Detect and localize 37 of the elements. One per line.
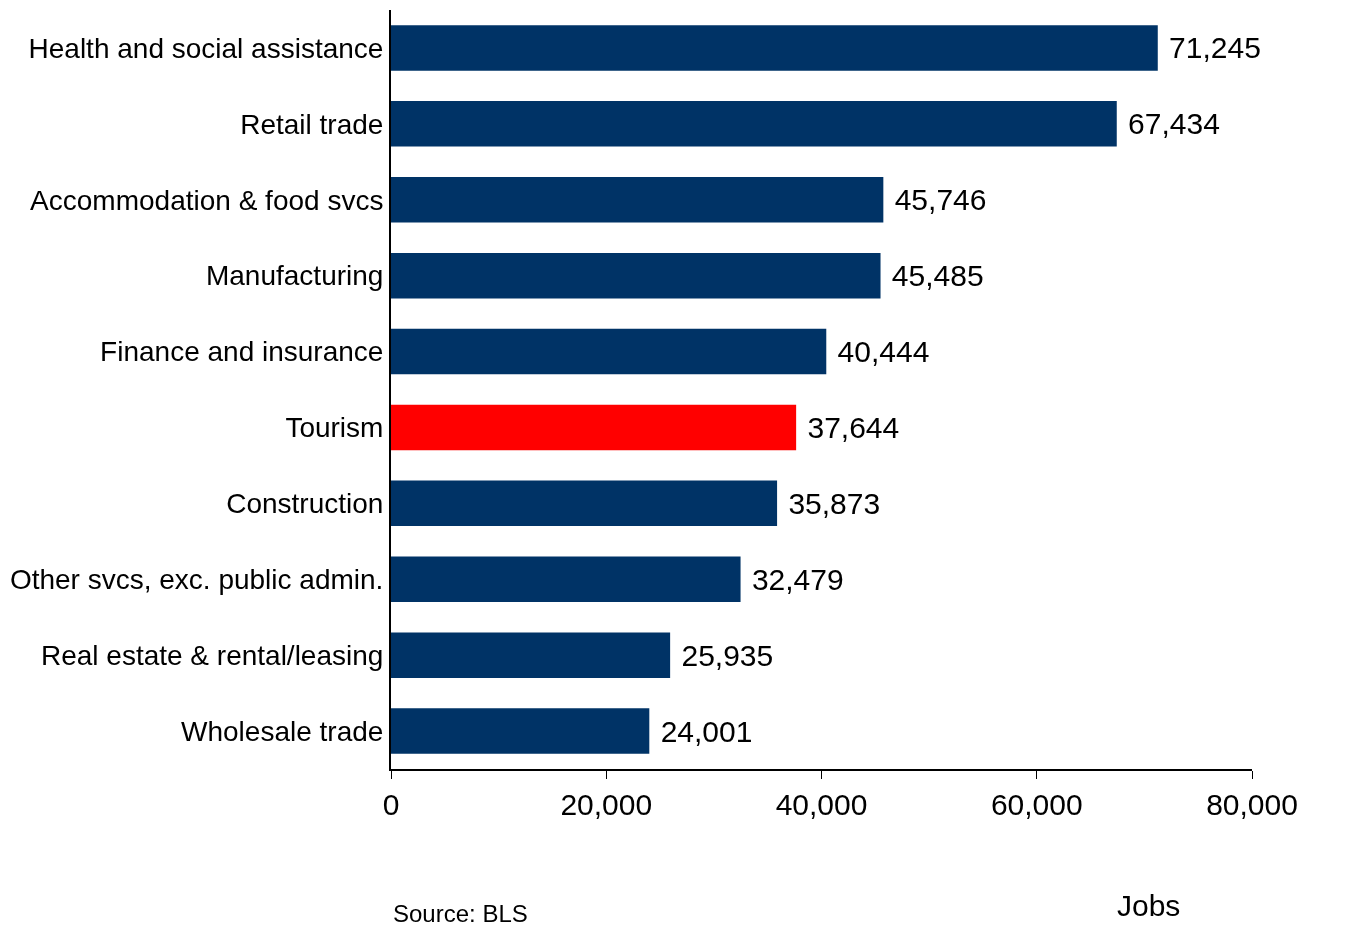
data-label: 25,935: [673, 638, 774, 672]
x-tick-label: 40,000: [775, 788, 868, 821]
x-tick-label: 60,000: [990, 788, 1083, 821]
data-label: 24,001: [652, 714, 753, 748]
data-label: 37,644: [799, 410, 900, 444]
bar: [391, 25, 1158, 71]
data-label: 40,444: [829, 335, 930, 369]
x-tick-label: 80,000: [1206, 788, 1298, 821]
data-label: 35,873: [780, 486, 881, 520]
bar: [391, 328, 827, 375]
y-tick-label: Accommodation & food svcs: [30, 184, 384, 216]
data-label: 71,245: [1160, 31, 1261, 65]
y-tick-label: Finance and insurance: [100, 336, 384, 368]
y-tick-label: Other svcs, exc. public admin.: [9, 564, 384, 596]
bar: [391, 556, 741, 603]
x-tick-label: 0: [382, 788, 400, 821]
source-note: Source: BLS: [393, 900, 528, 927]
y-tick-label: Tourism: [285, 412, 384, 444]
bar: [391, 101, 1117, 147]
y-tick-label: Manufacturing: [205, 260, 384, 292]
y-tick-label: Health and social assistance: [28, 32, 384, 64]
data-label: 45,485: [883, 259, 984, 293]
y-tick-label: Retail trade: [240, 108, 384, 140]
y-tick-label: Wholesale trade: [181, 715, 384, 747]
bar: [391, 632, 671, 678]
bar: [391, 708, 650, 754]
bar: [391, 480, 778, 527]
bar: [391, 404, 797, 451]
y-tick-label: Real estate & rental/leasing: [40, 639, 384, 671]
bar: [391, 176, 884, 223]
data-label: 45,746: [886, 183, 987, 217]
bar: [391, 252, 881, 299]
x-tick-label: 20,000: [560, 788, 653, 821]
y-tick-label: Construction: [226, 488, 384, 520]
data-label: 32,479: [743, 562, 844, 596]
x-axis-title: Jobs: [1117, 889, 1181, 922]
data-label: 67,434: [1119, 107, 1220, 141]
